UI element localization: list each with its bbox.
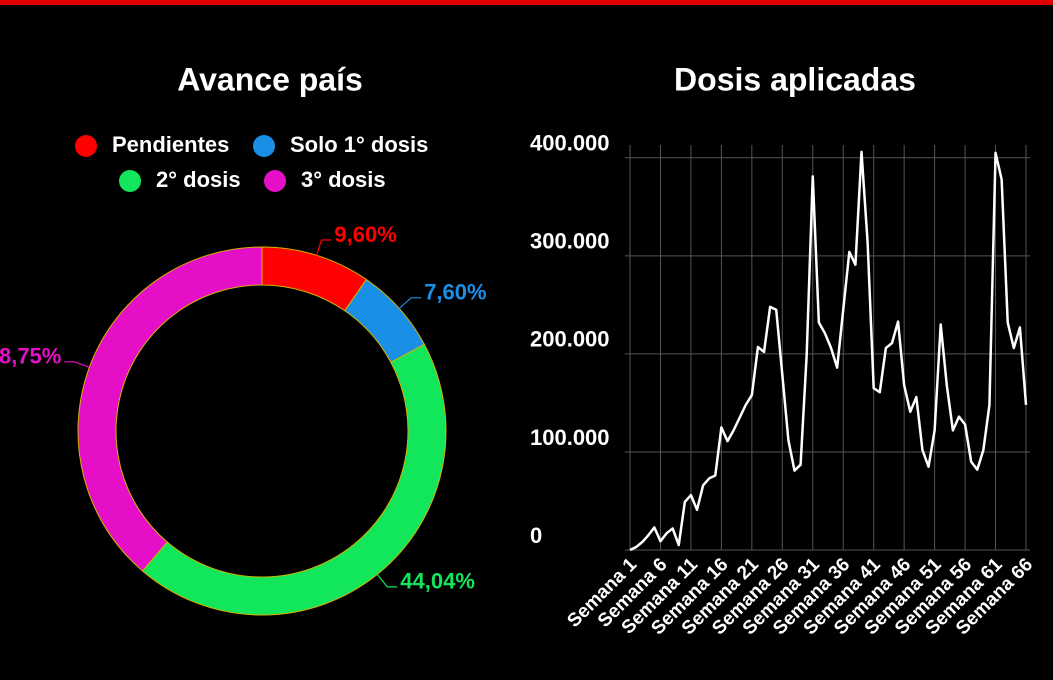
y-tick-label: 200.000 (530, 327, 610, 352)
chart-title: Dosis aplicadas (674, 61, 916, 97)
leader-line (64, 361, 90, 368)
leader-line (316, 239, 332, 256)
chart-title: Avance país (177, 61, 363, 97)
data-line (629, 150, 1028, 552)
legend-swatch (119, 170, 141, 192)
y-tick-label: 0 (530, 523, 542, 548)
legend-label: Pendientes (112, 132, 229, 157)
legend-swatch (253, 135, 275, 157)
leader-line (376, 574, 398, 588)
legend-swatch (264, 170, 286, 192)
leader-line (398, 297, 422, 309)
legend-label: 3° dosis (301, 167, 386, 192)
data-label: 38,75% (0, 344, 61, 369)
data-label: 7,60% (424, 280, 486, 305)
donut-segment (77, 246, 263, 572)
legend-swatch (75, 135, 97, 157)
y-tick-label: 100.000 (530, 425, 610, 450)
data-label: 9,60% (334, 222, 396, 247)
legend-label: Solo 1° dosis (290, 132, 428, 157)
y-tick-label: 400.000 (530, 131, 610, 156)
donut-segment (141, 343, 447, 616)
header-bar (0, 0, 1053, 5)
data-label: 44,04% (400, 569, 475, 594)
y-tick-label: 300.000 (530, 229, 610, 254)
legend-label: 2° dosis (156, 167, 241, 192)
